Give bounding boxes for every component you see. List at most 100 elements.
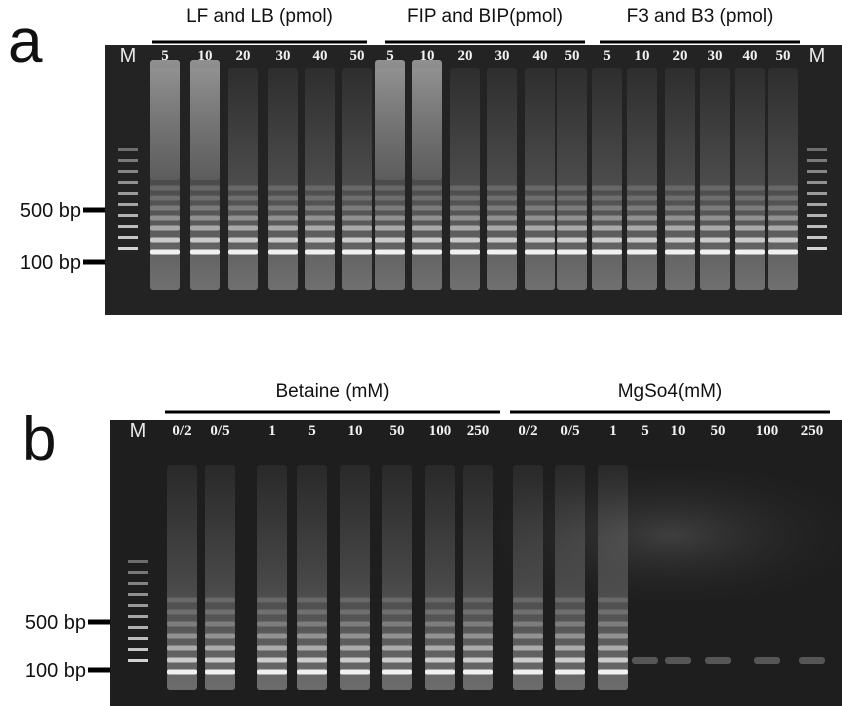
lane-label: 0/5 (210, 423, 229, 439)
lane-smear (557, 68, 587, 290)
band (525, 185, 555, 191)
band (305, 205, 335, 211)
band (799, 657, 825, 664)
lane-smear (297, 465, 327, 690)
band (340, 669, 370, 675)
band (592, 195, 622, 201)
band (167, 633, 197, 639)
size-marker: 100 bp (20, 252, 81, 274)
band (555, 669, 585, 675)
band (513, 657, 543, 663)
lane-label: 5 (603, 48, 611, 64)
band (525, 215, 555, 221)
band (342, 237, 372, 243)
band (382, 645, 412, 651)
ladder-band (128, 615, 148, 618)
ladder-band (807, 170, 827, 173)
band (375, 225, 405, 231)
ladder-band (118, 203, 138, 206)
band (592, 215, 622, 221)
ladder-band (118, 192, 138, 195)
band (150, 249, 180, 255)
lane-smear (382, 465, 412, 690)
band (555, 609, 585, 615)
ladder-band (118, 148, 138, 151)
band (487, 205, 517, 211)
band (487, 215, 517, 221)
band (342, 195, 372, 201)
band (735, 237, 765, 243)
band (700, 195, 730, 201)
band (190, 215, 220, 221)
lane-label: 100 (756, 423, 779, 439)
band (627, 215, 657, 221)
band (190, 195, 220, 201)
group-label: MgSo4(mM) (618, 381, 723, 402)
lane-smear (627, 68, 657, 290)
marker-label: M (130, 420, 147, 442)
ladder-band (118, 236, 138, 239)
band (268, 215, 298, 221)
band (487, 225, 517, 231)
band (257, 657, 287, 663)
band (450, 249, 480, 255)
band (487, 237, 517, 243)
group-label: FIP and BIP(pmol) (407, 6, 563, 27)
band (382, 597, 412, 603)
band (555, 657, 585, 663)
ladder-band (128, 582, 148, 585)
lane-label: 250 (467, 423, 490, 439)
lane-label: 50 (711, 423, 726, 439)
band (513, 669, 543, 675)
band (557, 195, 587, 201)
lane-smear (513, 465, 543, 690)
band (342, 249, 372, 255)
band (450, 215, 480, 221)
band (150, 215, 180, 221)
band (700, 215, 730, 221)
band (375, 237, 405, 243)
band (297, 645, 327, 651)
band (205, 633, 235, 639)
ladder-band (128, 604, 148, 607)
band (297, 633, 327, 639)
band (665, 225, 695, 231)
lane-label: 10 (420, 48, 435, 64)
lane-label: 40 (533, 48, 548, 64)
ladder-band (807, 192, 827, 195)
band (205, 609, 235, 615)
band (557, 237, 587, 243)
band (735, 215, 765, 221)
lane-smear (463, 465, 493, 690)
band (382, 657, 412, 663)
band (557, 205, 587, 211)
marker-label: M (809, 45, 826, 67)
band (167, 669, 197, 675)
lane-label: 30 (276, 48, 291, 64)
band (150, 195, 180, 201)
band (268, 205, 298, 211)
band (190, 237, 220, 243)
band (150, 225, 180, 231)
band (425, 657, 455, 663)
lane-smear (487, 68, 517, 290)
band (598, 657, 628, 663)
ladder-band (807, 203, 827, 206)
ladder-band (128, 648, 148, 651)
panel-letter: a (8, 7, 43, 76)
band (592, 205, 622, 211)
band (257, 645, 287, 651)
band (340, 621, 370, 627)
band (305, 249, 335, 255)
ladder-band (807, 236, 827, 239)
band (627, 205, 657, 211)
band (268, 195, 298, 201)
band (190, 225, 220, 231)
lane-smear (598, 465, 628, 690)
band (412, 249, 442, 255)
group-label: F3 and B3 (pmol) (627, 6, 774, 27)
band (450, 225, 480, 231)
band (382, 609, 412, 615)
band (257, 597, 287, 603)
